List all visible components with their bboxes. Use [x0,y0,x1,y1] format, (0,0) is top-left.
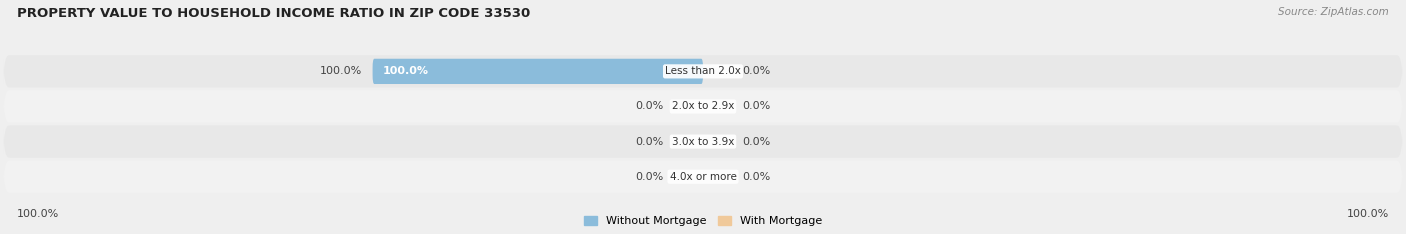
Text: Less than 2.0x: Less than 2.0x [665,66,741,76]
Text: 0.0%: 0.0% [742,137,770,146]
Text: PROPERTY VALUE TO HOUSEHOLD INCOME RATIO IN ZIP CODE 33530: PROPERTY VALUE TO HOUSEHOLD INCOME RATIO… [17,7,530,20]
Text: 0.0%: 0.0% [742,102,770,111]
FancyBboxPatch shape [3,161,1403,193]
FancyBboxPatch shape [3,125,1403,158]
Text: 100.0%: 100.0% [17,209,59,219]
FancyBboxPatch shape [3,55,1403,88]
Text: 0.0%: 0.0% [636,102,664,111]
Text: Source: ZipAtlas.com: Source: ZipAtlas.com [1278,7,1389,17]
FancyBboxPatch shape [3,90,1403,123]
Text: 100.0%: 100.0% [319,66,363,76]
FancyBboxPatch shape [373,59,703,84]
Text: 100.0%: 100.0% [1347,209,1389,219]
Text: 3.0x to 3.9x: 3.0x to 3.9x [672,137,734,146]
Text: 0.0%: 0.0% [742,172,770,182]
Text: 0.0%: 0.0% [636,137,664,146]
Text: 0.0%: 0.0% [636,172,664,182]
Text: 4.0x or more: 4.0x or more [669,172,737,182]
Text: 2.0x to 2.9x: 2.0x to 2.9x [672,102,734,111]
Legend: Without Mortgage, With Mortgage: Without Mortgage, With Mortgage [583,216,823,226]
Text: 0.0%: 0.0% [742,66,770,76]
Text: 100.0%: 100.0% [382,66,429,76]
